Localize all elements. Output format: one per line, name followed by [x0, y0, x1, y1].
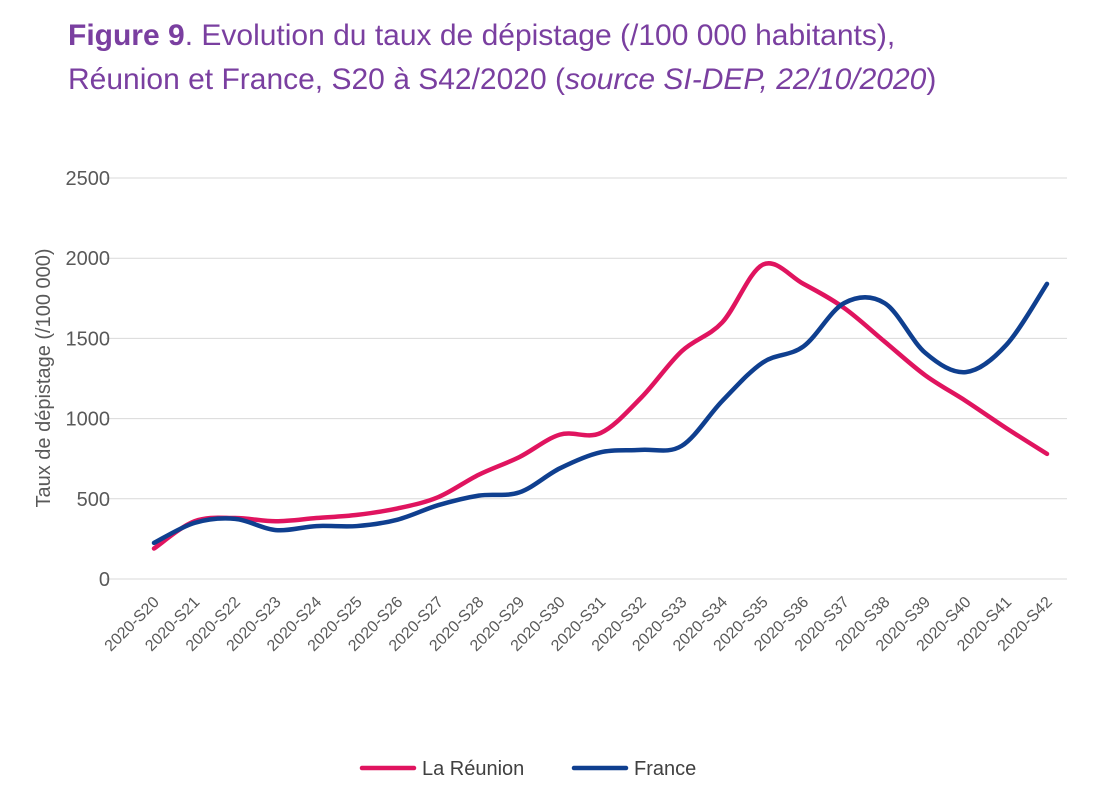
title-line-2: Réunion et France, S20 à S42/2020 (sourc…	[68, 58, 1088, 102]
y-tick-label: 1500	[66, 328, 111, 350]
data-point	[598, 431, 602, 435]
data-point	[720, 399, 724, 403]
data-point	[152, 541, 156, 545]
data-point	[1004, 426, 1008, 430]
data-point	[639, 448, 643, 452]
data-point	[882, 301, 886, 305]
data-point	[558, 466, 562, 470]
data-point	[679, 444, 683, 448]
data-point	[761, 262, 765, 266]
data-point	[923, 373, 927, 377]
figure-title: Figure 9. Evolution du taux de dépistage…	[68, 14, 1088, 102]
data-point	[639, 396, 643, 400]
data-point	[152, 546, 156, 550]
data-point	[233, 517, 237, 521]
data-point	[436, 495, 440, 499]
data-point	[274, 528, 278, 532]
y-tick-label: 0	[99, 569, 110, 591]
title-text-2: Réunion et France, S20 à S42/2020 (	[68, 63, 565, 96]
data-point	[964, 399, 968, 403]
data-point	[314, 524, 318, 528]
gridlines	[106, 177, 1067, 580]
data-point	[964, 370, 968, 374]
data-point	[882, 339, 886, 343]
data-point	[355, 513, 359, 517]
data-point	[801, 282, 805, 286]
data-point	[1004, 343, 1008, 347]
figure-number: Figure 9	[68, 19, 185, 52]
y-tick-label: 2500	[66, 168, 111, 190]
y-tick-label: 1000	[66, 409, 111, 431]
y-tick-label: 500	[77, 489, 110, 511]
data-point	[274, 519, 278, 523]
data-point	[598, 450, 602, 454]
title-text-3: )	[926, 63, 937, 96]
legend-label: France	[634, 758, 696, 780]
data-point	[517, 490, 521, 494]
data-point	[679, 349, 683, 353]
data-point	[1045, 282, 1049, 286]
data-point	[842, 301, 846, 305]
data-point	[801, 344, 805, 348]
legend: La Réunion France	[359, 758, 696, 780]
data-point	[355, 524, 359, 528]
data-point	[477, 473, 481, 477]
series-lines	[151, 261, 1050, 551]
series-line-france	[151, 281, 1050, 546]
data-point	[517, 455, 521, 459]
y-axis-label: Taux de dépistage (/100 000)	[33, 248, 55, 507]
y-tick-label: 2000	[66, 248, 111, 270]
data-point	[395, 506, 399, 510]
data-point	[314, 516, 318, 520]
title-source: source SI-DEP, 22/10/2020	[565, 63, 927, 96]
data-point	[923, 351, 927, 355]
title-text-1: . Evolution du taux de dépistage (/100 0…	[184, 19, 896, 52]
y-axis-ticks: 0 500 1000 1500 2000 2500	[66, 168, 111, 591]
data-point	[1045, 452, 1049, 456]
data-point	[558, 432, 562, 436]
title-line-1: Figure 9. Evolution du taux de dépistage…	[68, 14, 1088, 58]
legend-label: La Réunion	[422, 758, 524, 780]
data-point	[436, 503, 440, 507]
data-point	[395, 517, 399, 521]
data-point	[477, 493, 481, 497]
data-point	[761, 360, 765, 364]
data-point	[192, 521, 196, 525]
data-point	[720, 320, 724, 324]
series-line-reunion	[151, 261, 1050, 551]
x-axis-ticks: 2020-S202020-S212020-S222020-S232020-S24…	[102, 594, 1056, 655]
